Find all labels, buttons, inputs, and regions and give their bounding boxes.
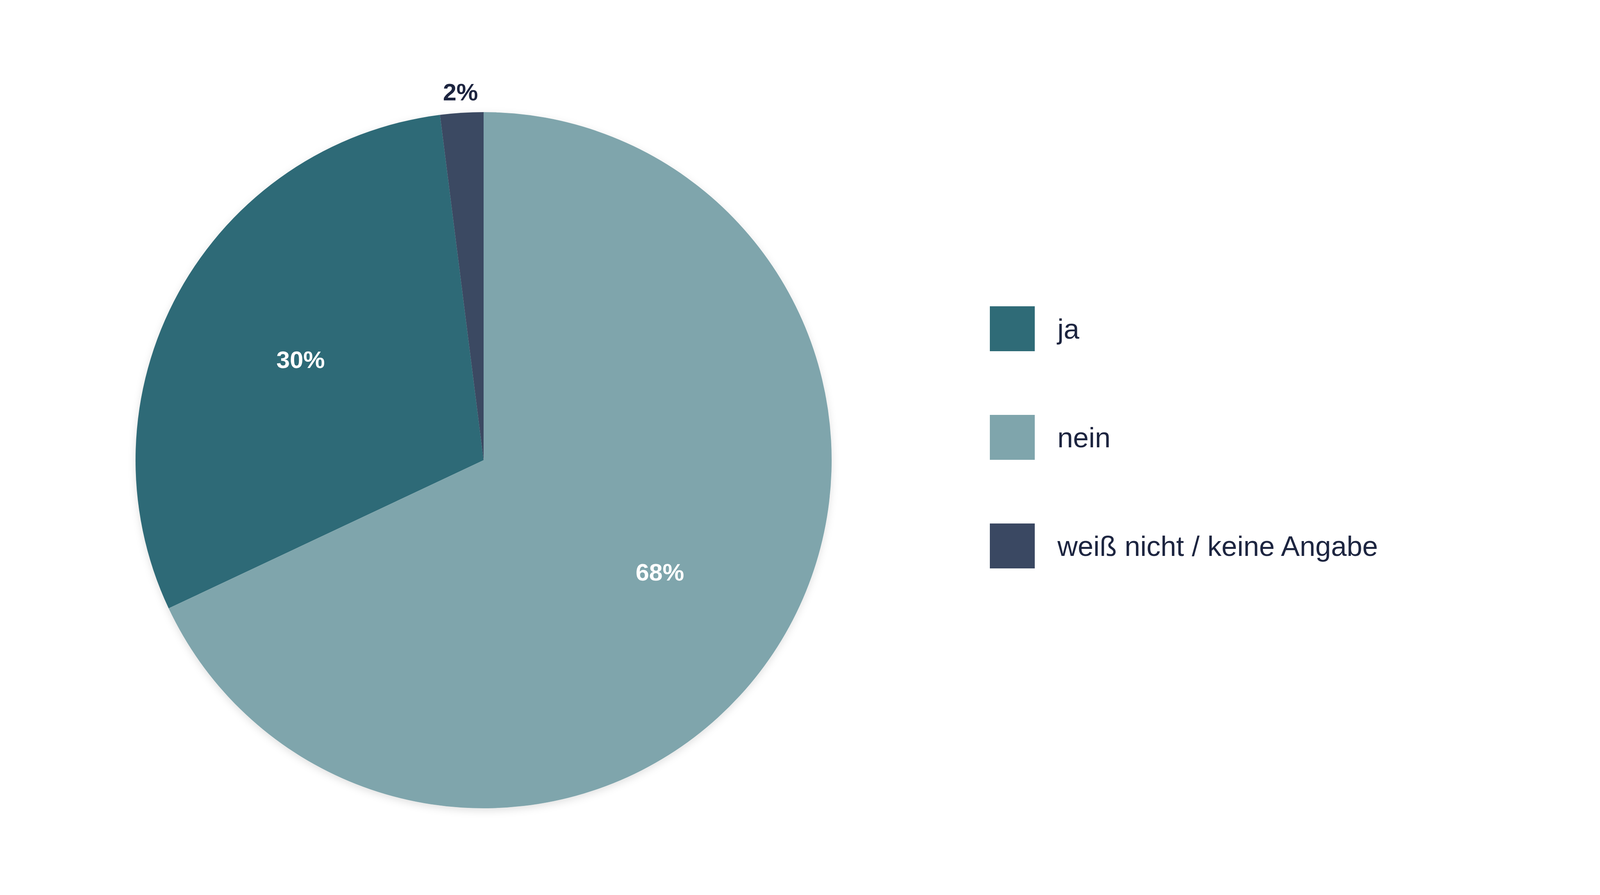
legend-item: ja — [989, 306, 1080, 352]
pie — [135, 112, 832, 809]
chart-svg: 30% 68% 2% ja nein weiß nicht / keine Angabe — [0, 0, 1600, 895]
data-label: 68% — [635, 558, 684, 586]
legend-label: ja — [1056, 313, 1080, 345]
legend-item: nein — [989, 414, 1111, 460]
data-label: 2% — [442, 78, 479, 106]
legend-swatch — [989, 414, 1035, 460]
legend: ja nein weiß nicht / keine Angabe — [989, 306, 1379, 569]
pie-slice — [439, 112, 484, 461]
legend-label: weiß nicht / keine Angabe — [1057, 530, 1379, 562]
data-labels: 30% 68% 2% — [276, 78, 684, 586]
data-label: 30% — [276, 346, 325, 374]
legend-item: weiß nicht / keine Angabe — [989, 523, 1379, 569]
legend-swatch — [989, 523, 1035, 569]
legend-swatch — [989, 306, 1035, 352]
legend-label: nein — [1057, 421, 1111, 454]
pie-slice — [168, 112, 832, 809]
